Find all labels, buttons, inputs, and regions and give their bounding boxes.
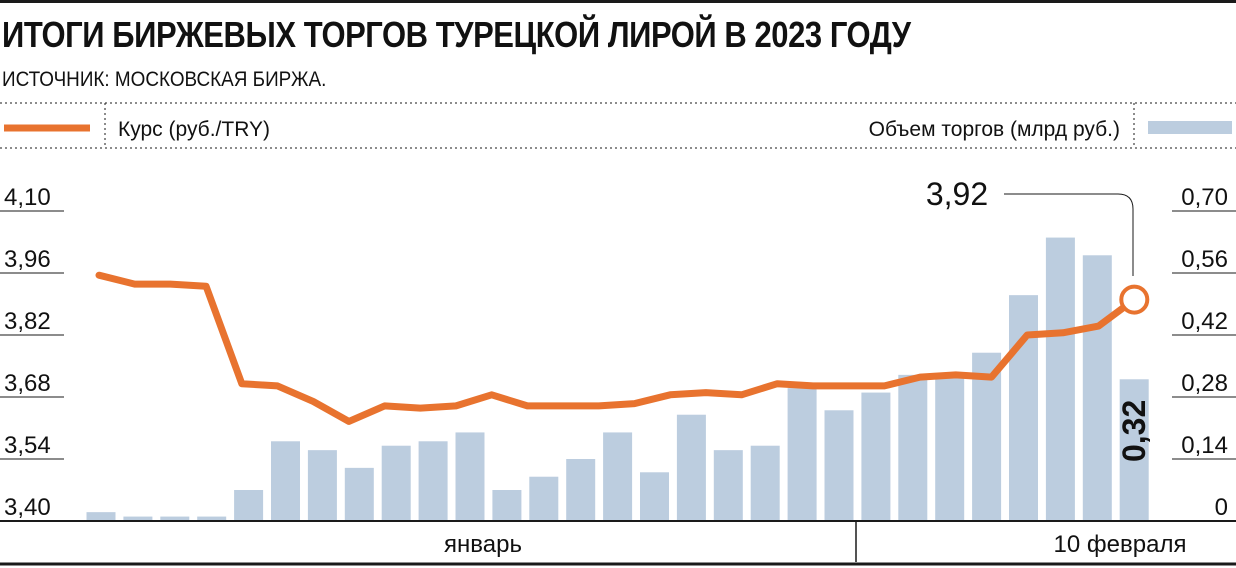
rate-point: [705, 392, 707, 394]
left-tick-label: 3,40: [4, 494, 51, 521]
volume-bar: [1045, 237, 1075, 522]
rate-point: [883, 385, 885, 387]
top-rule: [0, 0, 1236, 3]
rate-point: [526, 405, 528, 407]
legend-line-label: Курс (руб./TRY): [118, 118, 270, 141]
volume-bar: [418, 441, 448, 521]
chart-title: ИТОГИ БИРЖЕВЫХ ТОРГОВ ТУРЕЦКОЙ ЛИРОЙ В 2…: [2, 14, 911, 55]
rate-point: [348, 420, 350, 422]
right-tick-label: 0: [1215, 494, 1228, 521]
volume-bar: [86, 512, 116, 521]
rate-point: [741, 394, 743, 396]
volume-bar: [750, 445, 780, 521]
volume-bar: [492, 490, 522, 521]
rate-point: [455, 405, 457, 407]
right-tick-label: 0,42: [1181, 308, 1228, 335]
volume-bar: [566, 459, 596, 521]
right-axis-grid: 0,70 0,56 0,42 0,28 0,14 0: [1172, 184, 1236, 521]
right-tick-label: 0,28: [1181, 370, 1228, 397]
left-tick-label: 3,68: [4, 370, 51, 397]
rate-point: [812, 385, 814, 387]
right-tick-label: 0,56: [1181, 246, 1228, 273]
right-tick-label: 0,14: [1181, 432, 1228, 459]
rate-last-marker: [1119, 284, 1150, 315]
rate-point: [776, 383, 778, 385]
volume-bar: [381, 445, 411, 521]
rate-point: [848, 385, 850, 387]
chart-source: ИСТОЧНИК: МОСКОВСКАЯ БИРЖА.: [2, 68, 327, 91]
volume-bars: [86, 237, 1149, 522]
volume-bar: [197, 516, 227, 521]
left-tick-label: 4,10: [4, 184, 51, 211]
rate-point: [241, 383, 243, 385]
volume-bar: [1119, 379, 1149, 521]
rate-point: [384, 405, 386, 407]
rate-annotation-leader: [1004, 193, 1134, 276]
rate-point: [98, 274, 100, 276]
volume-bar: [529, 476, 559, 521]
rate-point: [669, 394, 671, 396]
rate-point: [562, 405, 564, 407]
rate-point: [277, 385, 278, 387]
rate-point: [134, 283, 136, 285]
left-tick-label: 3,82: [4, 308, 51, 335]
rate-line: [95, 271, 1138, 425]
volume-bar: [234, 490, 264, 521]
legend-bar-swatch: [1148, 121, 1232, 134]
x-label-february: 10 февраля: [1054, 531, 1187, 558]
volume-bar: [455, 432, 485, 521]
volume-bar: [972, 352, 1002, 521]
rate-point: [1098, 325, 1100, 327]
legend-bar-label: Объем торгов (млрд руб.): [869, 118, 1120, 141]
left-axis-grid: 4,10 3,96 3,82 3,68 3,54 3,40: [0, 184, 64, 521]
legend: Курс (руб./TRY) Объем торгов (млрд руб.): [0, 102, 1236, 149]
volume-bar: [123, 516, 153, 521]
rate-point: [598, 405, 600, 407]
volume-bar: [1009, 295, 1038, 521]
rate-point: [312, 400, 314, 402]
rate-point: [955, 374, 957, 376]
rate-annotation-label: 3,92: [926, 176, 988, 212]
volume-bar: [603, 432, 633, 521]
x-label-january: январь: [444, 531, 522, 558]
volume-bar: [1082, 255, 1112, 522]
volume-bar: [898, 374, 928, 521]
volume-bar: [861, 392, 891, 521]
volume-bar: [271, 441, 300, 521]
volume-bar: [787, 388, 817, 521]
rate-point: [1026, 334, 1028, 336]
rate-point: [205, 285, 207, 287]
rate-point: [634, 403, 635, 405]
rate-point: [919, 376, 921, 378]
rate-point: [491, 394, 493, 396]
left-tick-label: 3,96: [4, 246, 51, 273]
volume-bar: [713, 450, 743, 521]
rate-point: [991, 376, 992, 378]
rate-point: [419, 407, 421, 409]
left-tick-label: 3,54: [4, 432, 51, 459]
volume-bar: [935, 374, 965, 521]
volume-bar: [676, 414, 706, 521]
rate-point: [169, 283, 171, 285]
volume-bar: [344, 467, 374, 521]
rate-line-layer: [95, 271, 1150, 425]
volume-bar: [824, 410, 854, 521]
volume-bar: [160, 516, 190, 521]
volume-bar: [307, 450, 337, 521]
rate-point: [1062, 332, 1064, 334]
right-tick-label: 0,70: [1181, 184, 1228, 211]
volume-annotation-label: 0,32: [1116, 400, 1152, 462]
volume-bar: [640, 472, 669, 521]
